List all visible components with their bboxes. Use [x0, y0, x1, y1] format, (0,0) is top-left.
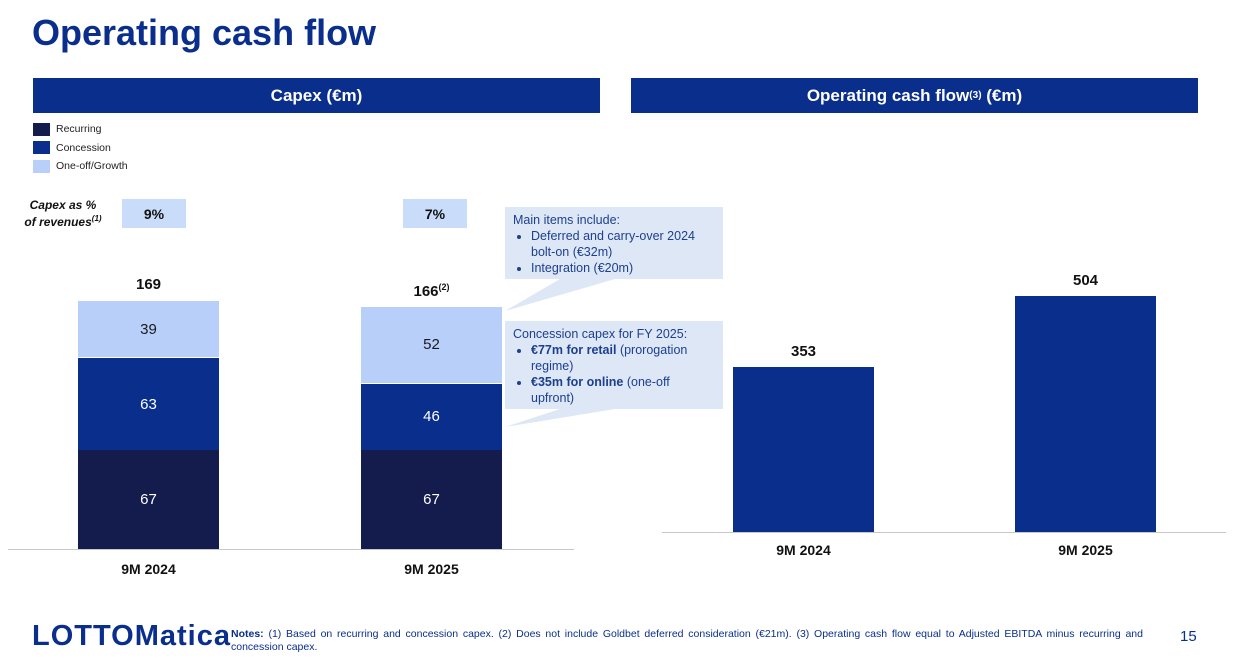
- ocf-bar-9m-2024: [733, 366, 874, 532]
- legend-label-recurring: Recurring: [56, 123, 102, 136]
- legend-item-recurring: Recurring: [33, 120, 128, 139]
- legend-item-oneoff: One-off/Growth: [33, 157, 128, 176]
- callout-connector-main: [505, 279, 615, 311]
- capex-total-9m-2025: 166(2): [413, 281, 450, 300]
- ocf-panel-header: Operating cash flow (3) (€m): [631, 78, 1198, 113]
- callout-main-bullet-2: Integration (€20m): [531, 260, 715, 276]
- legend-label-oneoff: One-off/Growth: [56, 160, 128, 173]
- capex-pct-label: Capex as % of revenues(1): [18, 198, 108, 229]
- capex-bar-oneoff-9m-2025: 52: [361, 305, 502, 383]
- callout-connector-concession: [505, 409, 615, 427]
- capex-header-text: Capex (€m): [270, 85, 363, 105]
- capex-axis-line: [8, 549, 574, 550]
- legend-label-concession: Concession: [56, 141, 111, 154]
- callout-concession: Concession capex for FY 2025: €77m for r…: [505, 321, 723, 409]
- capex-pct-sup: (1): [91, 214, 102, 223]
- legend-item-concession: Concession: [33, 139, 128, 158]
- page-title: Operating cash flow: [32, 12, 377, 53]
- capex-bar-concession-9m-2024: 63: [78, 357, 219, 451]
- lottomatica-logo: LOTTOMatica: [32, 620, 231, 652]
- callout-concession-intro: Concession capex for FY 2025:: [513, 327, 688, 341]
- callout-concession-bullet-1: €77m for retail (prorogation regime): [531, 342, 715, 374]
- capex-total-sup: (2): [438, 281, 450, 292]
- footnotes-text: (1) Based on recurring and concession ca…: [231, 628, 1143, 653]
- ocf-bar-9m-2025: [1015, 296, 1156, 532]
- capex-pct-label-line2: of revenues: [24, 215, 92, 229]
- capex-total-9m-2024: 169: [135, 276, 162, 293]
- capex-legend: Recurring Concession One-off/Growth: [33, 120, 128, 176]
- callout-concession-bullet-2: €35m for online (one-off upfront): [531, 374, 715, 406]
- callout-concession-bullet-2-rest: (one-off upfront): [531, 375, 670, 405]
- callout-main-intro: Main items include:: [513, 213, 620, 227]
- ocf-axis-line: [662, 532, 1226, 533]
- capex-bar-recurring-9m-2024: 67: [78, 450, 219, 549]
- capex-category-label-9m-2025: 9M 2025: [404, 561, 459, 577]
- ocf-header-text: Operating cash flow: [806, 85, 970, 105]
- capex-category-label-9m-2024: 9M 2024: [121, 561, 176, 577]
- capex-bar-recurring-9m-2025: 67: [361, 450, 502, 549]
- capex-pct-box-2024: 9%: [122, 199, 186, 228]
- legend-swatch-oneoff: [33, 159, 50, 173]
- capex-pct-box-2025: 7%: [403, 199, 467, 228]
- capex-panel-header: Capex (€m): [33, 78, 600, 113]
- legend-swatch-concession: [33, 141, 50, 155]
- ocf-value-label-9m-2025: 504: [1072, 272, 1099, 289]
- callout-main-bullet-1: Deferred and carry-over 2024 bolt-on (€3…: [531, 228, 715, 260]
- capex-bar-concession-9m-2025: 46: [361, 382, 502, 451]
- page-number: 15: [1180, 628, 1197, 645]
- callout-main-list: Deferred and carry-over 2024 bolt-on (€3…: [513, 228, 715, 276]
- callout-main-items: Main items include: Deferred and carry-o…: [505, 207, 723, 279]
- footnotes: Notes: (1) Based on recurring and conces…: [231, 628, 1143, 654]
- callout-concession-bullet-1-bold: €77m for retail: [531, 343, 617, 357]
- capex-pct-label-line1: Capex as %: [29, 198, 97, 212]
- capex-bar-oneoff-9m-2024: 39: [78, 300, 219, 358]
- ocf-header-sup: (3): [969, 90, 982, 101]
- footnotes-label: Notes:: [231, 628, 264, 640]
- callout-concession-bullet-2-bold: €35m for online: [531, 375, 624, 389]
- ocf-category-label-9m-2025: 9M 2025: [1058, 542, 1113, 558]
- ocf-category-label-9m-2024: 9M 2024: [776, 542, 831, 558]
- ocf-header-unit: (€m): [986, 85, 1023, 105]
- callout-concession-list: €77m for retail (prorogation regime) €35…: [513, 342, 715, 406]
- legend-swatch-recurring: [33, 122, 50, 136]
- ocf-value-label-9m-2024: 353: [790, 342, 817, 360]
- callout-concession-bullet-1-rest: (prorogation regime): [531, 343, 688, 373]
